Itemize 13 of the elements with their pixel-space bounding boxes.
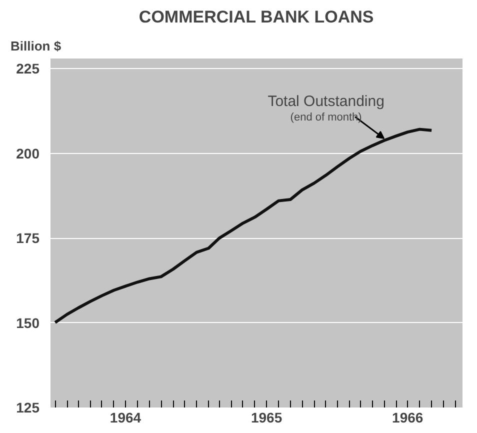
y-tick-label: 200 (16, 145, 40, 162)
annotation: (end of month) (290, 112, 362, 124)
x-tick-label: 1964 (110, 410, 142, 426)
y-tick-label: 175 (16, 230, 40, 246)
y-tick-label: 125 (16, 400, 40, 416)
x-tick-label: 1966 (392, 410, 424, 426)
annotation: Total Outstanding (268, 93, 384, 110)
y-axis-title: Billion $ (10, 38, 62, 54)
chart-title: COMMERCIAL BANK LOANS (138, 8, 374, 26)
line-series (54, 128, 434, 324)
y-tick-label: 225 (16, 60, 40, 77)
y-tick-label: 150 (16, 314, 40, 331)
x-tick-label: 1965 (250, 410, 282, 426)
